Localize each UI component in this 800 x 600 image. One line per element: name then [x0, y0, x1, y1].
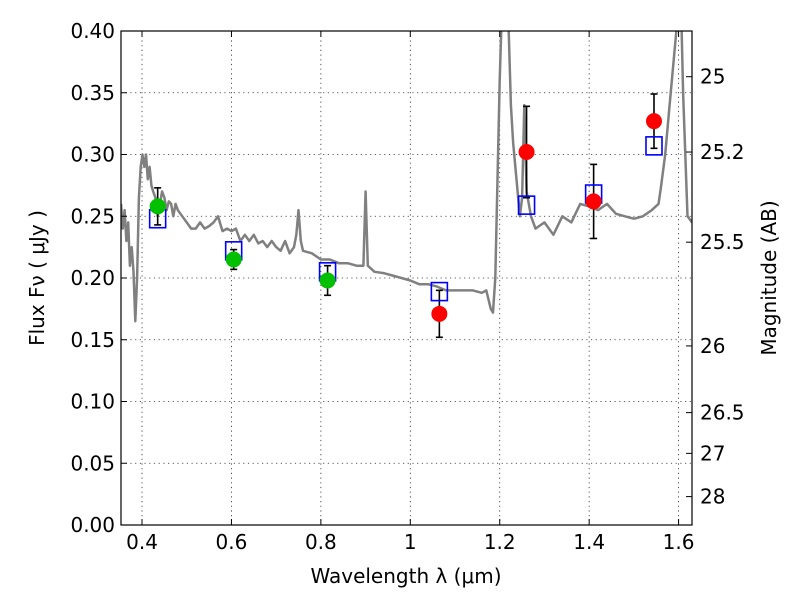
nir-point — [645, 113, 662, 130]
x-axis-label: Wavelength λ (μm) — [310, 564, 501, 588]
plot-area — [121, 31, 692, 339]
x-tick-label: 1.2 — [484, 530, 516, 554]
model-spectrum-line — [121, 31, 692, 323]
grid-lines — [121, 30, 692, 526]
y-axis-label: Flux Fν ( μJy ) — [25, 210, 49, 346]
y-tick-label: 0.00 — [70, 513, 115, 537]
optical-point — [149, 198, 166, 215]
right-y-tick-label: 25.2 — [700, 140, 745, 164]
x-tick-label: 1 — [404, 530, 417, 554]
model-photometry-box — [517, 195, 536, 215]
y-tick-label: 0.05 — [70, 451, 115, 475]
x-tick-label: 0.4 — [126, 530, 158, 554]
right-y-tick-label: 25.5 — [700, 230, 745, 254]
y-tick-label: 0.30 — [70, 143, 115, 167]
right-y-tick-label: 26.5 — [700, 401, 745, 425]
right-y-tick-label: 27 — [700, 441, 725, 465]
model-photometry-box — [645, 136, 663, 156]
axis-ticks: 0.4 0.6 0.8 1 1.2 1.4 1.6 0.00 0.05 0.10 0.15 0.20 0… — [70, 19, 744, 554]
right-y-tick-label: 25 — [700, 65, 725, 89]
x-tick-label: 1.4 — [573, 530, 605, 554]
nir-point — [518, 144, 535, 161]
nir-point — [585, 193, 602, 210]
x-tick-label: 1.6 — [663, 530, 695, 554]
observed-points — [149, 113, 662, 322]
model-photometry-boxes — [148, 136, 663, 302]
errorbars — [154, 93, 658, 339]
y-tick-label: 0.15 — [70, 328, 115, 352]
y-tick-label: 0.40 — [70, 19, 115, 43]
x-tick-label: 0.6 — [216, 530, 248, 554]
y-tick-label: 0.25 — [70, 204, 115, 228]
model-photometry-box — [430, 281, 449, 302]
right-y-axis-label: Magnitude (AB) — [757, 200, 781, 355]
nir-point — [431, 305, 448, 322]
y-tick-label: 0.35 — [70, 81, 115, 105]
right-y-tick-label: 26 — [700, 334, 725, 358]
optical-point — [319, 272, 336, 289]
optical-point — [225, 251, 242, 268]
x-tick-label: 0.8 — [305, 530, 337, 554]
y-tick-label: 0.10 — [70, 390, 115, 414]
y-tick-label: 0.20 — [70, 266, 115, 290]
right-y-tick-label: 28 — [700, 485, 725, 509]
